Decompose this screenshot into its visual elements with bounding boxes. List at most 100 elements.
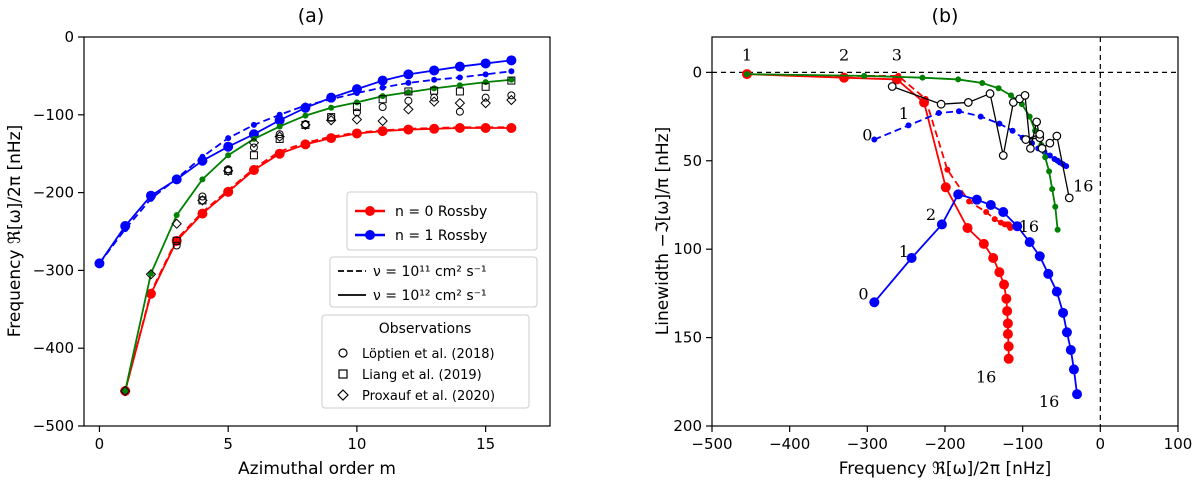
panel-a-obs-circle bbox=[378, 103, 387, 112]
panel-a-obs-square bbox=[481, 82, 490, 91]
panel-b-ytick-label: 100 bbox=[673, 240, 702, 258]
panel-a-series-line bbox=[124, 78, 512, 392]
panel-a-point bbox=[328, 96, 335, 103]
panel-a-obs-square bbox=[224, 166, 233, 175]
panel-a-obs-circle bbox=[352, 108, 361, 117]
panel-a-obs-diamond bbox=[403, 104, 414, 115]
panel-b-point bbox=[1003, 353, 1014, 364]
panel-a-obs-square bbox=[507, 76, 516, 85]
panel-b-xtick-label: −500 bbox=[691, 435, 732, 453]
panel-a-ylabel: Frequency ℜ[ω]/2π [nHz] bbox=[5, 125, 25, 338]
panel-b-point bbox=[1072, 389, 1083, 400]
panel-a-point bbox=[508, 68, 515, 75]
legend-nu11: ν = 10¹¹ cm² s⁻¹ bbox=[373, 264, 487, 280]
panel-a-point bbox=[506, 55, 517, 66]
panel-b-obs-point bbox=[1064, 193, 1074, 203]
panel-a-frame bbox=[83, 36, 551, 427]
legend-viscosity: ν = 10¹¹ cm² s⁻¹ ν = 10¹² cm² s⁻¹ bbox=[329, 256, 538, 308]
panel-b-point bbox=[906, 253, 917, 264]
panel-b-series-line bbox=[746, 73, 1012, 228]
panel-b-point bbox=[743, 71, 750, 78]
legend-obs-2: Proxauf et al. (2020) bbox=[362, 389, 495, 404]
legend-n1: n = 1 Rossby bbox=[395, 228, 487, 244]
panel-a-obs-diamond bbox=[506, 94, 517, 106]
panel-b-annotation: 2 bbox=[839, 46, 849, 65]
panel-a-title: (a) bbox=[298, 5, 324, 27]
panel-b-obs-point bbox=[1020, 90, 1030, 100]
panel-b-annotation: 0 bbox=[858, 284, 868, 303]
panel-a-point bbox=[482, 79, 489, 86]
panel-b-point bbox=[988, 253, 999, 264]
panel-b-xtick-label: −200 bbox=[924, 435, 965, 453]
panel-a-point bbox=[274, 115, 285, 126]
panel-b-point bbox=[955, 108, 962, 115]
panel-b-point bbox=[991, 216, 998, 223]
panel-a-obs-square bbox=[172, 236, 181, 245]
panel-a-point bbox=[225, 152, 232, 159]
panel-b-obs-point bbox=[985, 89, 995, 98]
panel-a-obs-diamond bbox=[377, 115, 388, 127]
legend-observations: Observations Löptien et al. (2018) Liang… bbox=[321, 314, 530, 409]
panel-b-point bbox=[1003, 341, 1014, 352]
panel-b-annotation: 16 bbox=[1073, 177, 1093, 196]
panel-b-point bbox=[983, 209, 990, 216]
panel-b-point bbox=[1051, 286, 1062, 297]
panel-a-obs-diamond bbox=[454, 97, 466, 109]
panel-a-point bbox=[302, 112, 309, 119]
legend-obs-0: Löptien et al. (2018) bbox=[362, 347, 495, 362]
panel-a: (a) 0 5 10 15 0 −100 −200 −300 −400 −500 Azimutha… bbox=[5, 5, 551, 479]
panel-b-series-line bbox=[746, 73, 1010, 359]
panel-a-point bbox=[199, 176, 206, 183]
panel-a-point bbox=[480, 123, 491, 134]
panel-a-series-line bbox=[124, 126, 512, 392]
panel-b-point bbox=[1026, 113, 1033, 120]
panel-b-point bbox=[1054, 226, 1061, 233]
panel-b-obs-point bbox=[887, 82, 897, 91]
panel-b-point bbox=[962, 222, 973, 233]
panel-b-annotation: 1 bbox=[899, 242, 909, 261]
panel-b-series-line bbox=[873, 193, 1078, 395]
panel-a-obs-diamond bbox=[325, 115, 337, 126]
panel-b-point bbox=[1052, 203, 1059, 210]
panel-a-obs-diamond bbox=[300, 119, 311, 131]
panel-a-obs-diamond bbox=[428, 96, 440, 107]
panel-a-point bbox=[431, 76, 438, 83]
panel-b-point bbox=[1008, 92, 1015, 99]
panel-b-frame bbox=[711, 36, 1179, 427]
panel-b-point bbox=[861, 72, 868, 79]
panel-a-point bbox=[199, 153, 206, 160]
panel-a-point bbox=[456, 74, 463, 81]
panel-a-point bbox=[96, 260, 103, 267]
panel-a-point bbox=[147, 195, 154, 202]
panel-a-obs-circle bbox=[481, 93, 490, 102]
panel-b-annotation: 16 bbox=[1019, 217, 1039, 236]
panel-b-annotation: 1 bbox=[899, 104, 909, 123]
panel-b-point bbox=[1034, 251, 1045, 262]
panel-a-point bbox=[379, 84, 386, 91]
panel-b-obs-point bbox=[1021, 135, 1031, 144]
panel-b-point bbox=[1012, 221, 1023, 232]
panel-a-point bbox=[223, 141, 234, 152]
panel-b-point bbox=[1063, 163, 1070, 170]
legend-nu12: ν = 10¹² cm² s⁻¹ bbox=[373, 288, 487, 304]
panel-a-obs-diamond bbox=[248, 137, 260, 149]
panel-b-obs-point bbox=[1026, 143, 1035, 153]
legend-series: n = 0 Rossby n = 1 Rossby bbox=[346, 191, 538, 251]
panel-b-point bbox=[1049, 186, 1056, 193]
panel-b-point bbox=[999, 279, 1010, 290]
legend-n0: n = 0 Rossby bbox=[395, 204, 487, 220]
panel-a-point bbox=[147, 270, 154, 277]
panel-b-point bbox=[1024, 237, 1035, 248]
panel-a-point bbox=[225, 135, 232, 142]
panel-b-annotation: 16 bbox=[1039, 392, 1059, 411]
panel-a-point bbox=[173, 175, 180, 182]
panel-a-point bbox=[276, 111, 283, 118]
panel-a-obs-diamond bbox=[197, 195, 208, 206]
panel-a-point bbox=[480, 58, 491, 69]
panel-a-obs-diamond bbox=[145, 269, 157, 280]
panel-b-xtick-label: 0 bbox=[1096, 435, 1106, 453]
panel-a-point bbox=[431, 85, 438, 92]
panel-b-obs-point bbox=[1037, 143, 1047, 153]
panel-a-point bbox=[429, 65, 440, 76]
panel-b-obs-point bbox=[1035, 129, 1045, 139]
